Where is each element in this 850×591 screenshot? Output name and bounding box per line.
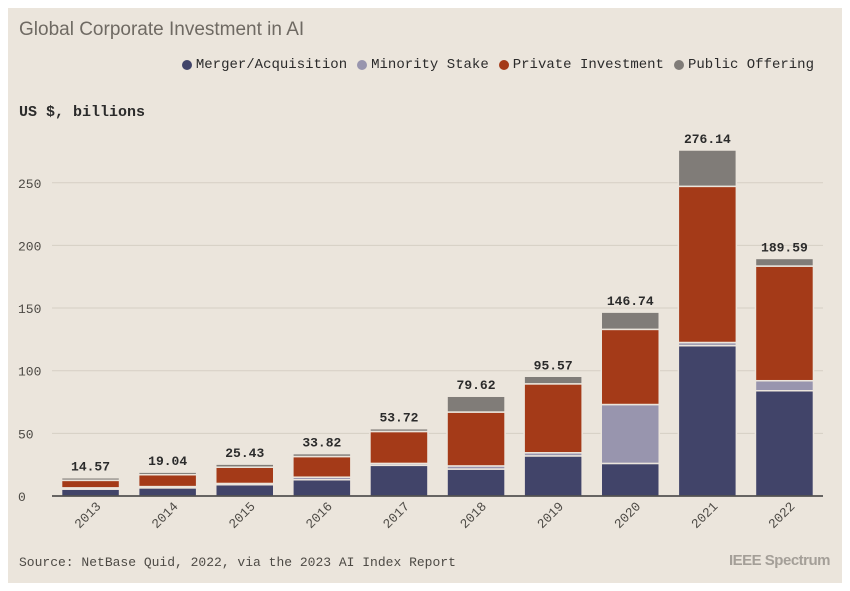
bar-segment-private-investment <box>754 265 815 382</box>
legend-label-public: Public Offering <box>687 57 814 73</box>
x-tick-label: 2013 <box>72 499 105 532</box>
legend-label-merger: Merger/Acquisition <box>195 57 348 73</box>
x-tick-label: 2018 <box>457 499 490 532</box>
bar-segment-minority-stake <box>754 379 815 392</box>
x-tick-label: 2016 <box>303 499 336 532</box>
legend-item-minority[interactable]: Minority Stake <box>357 57 489 73</box>
bar-total-label: 53.72 <box>379 411 418 426</box>
bar-segment-public-offering <box>137 471 198 476</box>
bar-segment-private-investment <box>677 185 738 344</box>
legend-swatch-public <box>673 60 684 70</box>
source-note: Source: NetBase Quid, 2022, via the 2023… <box>19 555 456 570</box>
legend-swatch-merger <box>181 60 192 70</box>
bar-total-label: 19.04 <box>148 454 187 469</box>
y-tick-label: 0 <box>18 490 26 505</box>
bar-segment-public-offering <box>292 452 352 458</box>
x-tick-label: 2015 <box>226 499 259 532</box>
y-tick-label: 200 <box>18 239 41 254</box>
bar-total-label: 14.57 <box>71 460 110 475</box>
bar-segment-private-investment <box>137 473 198 488</box>
bar-segment-merger-acquisition <box>292 478 352 497</box>
bar-segment-private-investment <box>292 455 352 478</box>
x-tick-label: 2017 <box>380 499 413 532</box>
x-tick-label: 2020 <box>611 499 644 532</box>
brand-logo: IEEE Spectrum <box>728 552 831 569</box>
legend-label-minority: Minority Stake <box>371 57 489 73</box>
y-tick-label: 100 <box>18 365 41 380</box>
chart-panel: Global Corporate Investment in AI Merger… <box>8 8 842 583</box>
y-tick-label: 250 <box>18 177 41 192</box>
bar-segment-public-offering <box>369 427 429 433</box>
bar-segment-merger-acquisition <box>446 468 506 497</box>
bar-segment-private-investment <box>369 430 429 465</box>
bar-total-label: 189.59 <box>761 240 808 255</box>
stacked-bar-chart: 0 50 100 150 200 250 14.57 2013 19.04 2014 25.43 20… <box>18 132 823 532</box>
bar-segment-private-investment <box>215 466 275 485</box>
legend: Merger/Acquisition Minority Stake Privat… <box>181 57 814 73</box>
bar-segment-private-investment <box>523 383 583 454</box>
bar-segment-public-offering <box>215 463 275 468</box>
y-tick-label: 150 <box>18 302 41 317</box>
bar-total-label: 79.62 <box>457 378 496 393</box>
bar-segment-merger-acquisition <box>215 483 275 497</box>
x-tick-label: 2014 <box>149 499 182 532</box>
bar-segment-public-offering <box>446 395 506 413</box>
legend-item-merger[interactable]: Merger/Acquisition <box>181 57 348 73</box>
bar-total-label: 95.57 <box>534 358 573 373</box>
bar-segment-merger-acquisition <box>677 344 738 497</box>
legend-swatch-minority <box>357 60 368 70</box>
bar-segment-merger-acquisition <box>523 455 583 497</box>
legend-item-public[interactable]: Public Offering <box>673 57 814 73</box>
bar-segment-public-offering <box>754 257 815 267</box>
y-tick-label: 50 <box>18 427 34 442</box>
bar-total-label: 33.82 <box>302 436 341 451</box>
bar-segment-merger-acquisition <box>600 462 660 497</box>
bar-segment-public-offering <box>60 476 121 482</box>
bar-segment-merger-acquisition <box>754 389 815 497</box>
legend-item-private[interactable]: Private Investment <box>498 57 664 73</box>
bar-total-label: 146.74 <box>607 294 654 309</box>
bar-segment-private-investment <box>446 411 506 467</box>
legend-label-private: Private Investment <box>512 57 664 73</box>
y-axis-units-label: US $, billions <box>19 104 146 121</box>
x-tick-label: 2019 <box>534 499 567 532</box>
chart-title: Global Corporate Investment in AI <box>19 19 305 40</box>
bar-segment-minority-stake <box>600 403 660 465</box>
bar-segment-merger-acquisition <box>369 464 429 497</box>
bar-total-label: 276.14 <box>684 132 731 147</box>
x-tick-label: 2021 <box>689 499 722 532</box>
legend-swatch-private <box>498 60 509 70</box>
bar-segment-public-offering <box>600 311 660 331</box>
bar-segment-merger-acquisition <box>60 488 121 497</box>
bar-segment-private-investment <box>60 479 121 489</box>
bar-segment-public-offering <box>523 375 583 385</box>
bar-segment-merger-acquisition <box>137 487 198 497</box>
bar-total-label: 25.43 <box>225 446 264 461</box>
x-tick-label: 2022 <box>766 499 799 532</box>
bar-segment-public-offering <box>677 149 738 188</box>
bar-segment-private-investment <box>600 328 660 406</box>
